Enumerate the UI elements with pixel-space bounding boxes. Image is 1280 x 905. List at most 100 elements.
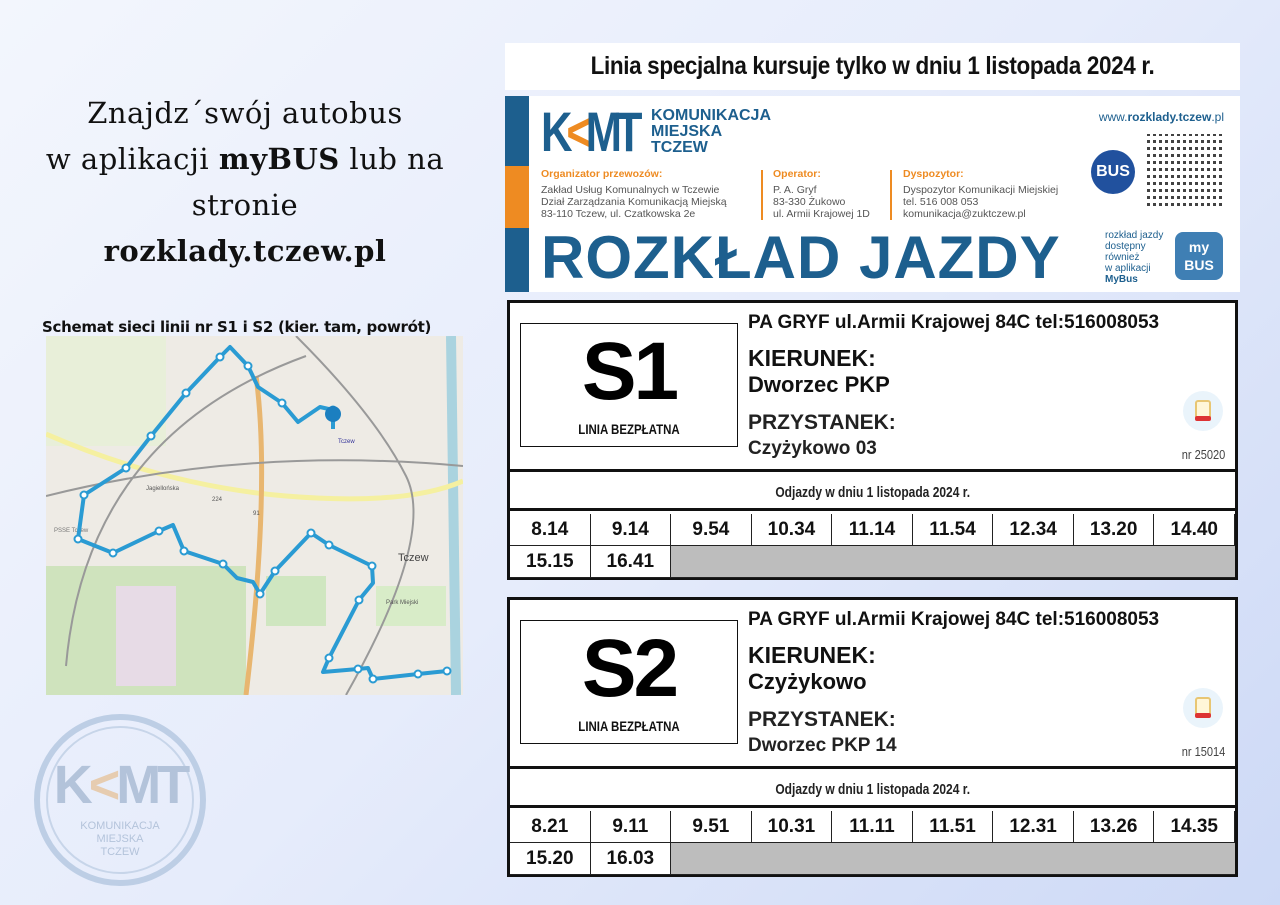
intro-line: Znajdz´swój autobus	[87, 96, 403, 130]
empty-cells	[671, 843, 1235, 875]
departure-time: 11.54	[912, 514, 994, 546]
timetable-card-s1: S1 LINIA BEZPŁATNA PA GRYF ul.Armii Krajo…	[507, 300, 1238, 580]
line-number-box: S1 LINIA BEZPŁATNA	[520, 323, 738, 447]
route-stop	[181, 388, 191, 398]
location-pin-icon	[325, 406, 341, 422]
departure-time: 8.14	[510, 514, 591, 546]
departure-time: 14.35	[1154, 811, 1235, 843]
notice-text: Linia specjalna kursuje tylko w dniu 1 l…	[590, 52, 1155, 80]
qr-code[interactable]	[1147, 134, 1224, 210]
url-part: www.	[1098, 110, 1128, 124]
timetable-banner: K<MT KOMUNIKACJA MIEJSKA TCZEW Organizator…	[505, 96, 1240, 292]
map-field	[46, 336, 166, 446]
route-map: Tczew Tczew Park Miejski Jagiellońska 22…	[46, 336, 463, 695]
map-label-park: Park Miejski	[386, 600, 418, 606]
route-stop	[73, 534, 83, 544]
info-line: Zakład Usług Komunalnych w Tczewie	[541, 184, 720, 196]
kmt-watermark-logo: K<MT KOMUNIKACJA MIEJSKA TCZEW	[34, 714, 206, 886]
map-park	[266, 576, 326, 626]
departure-time: 15.15	[510, 546, 591, 578]
departure-time: 14.40	[1154, 514, 1235, 546]
departure-time: 16.03	[590, 843, 672, 875]
intro-text-part: w aplikacji	[45, 142, 219, 176]
map-river	[446, 336, 461, 695]
bus-icon	[1183, 391, 1223, 431]
operator-info: PA GRYF ul.Armii Krajowej 84C tel:516008…	[748, 312, 1160, 333]
route-stop	[306, 528, 316, 538]
map-road-jagiellonska	[46, 431, 463, 502]
departure-time: 15.20	[510, 843, 591, 875]
note-line: w aplikacji	[1105, 263, 1151, 274]
operator-info: Operator: P. A. Gryf 83-330 Żukowo ul. Armi…	[773, 168, 870, 220]
operator-info: PA GRYF ul.Armii Krajowej 84C tel:516008…	[748, 609, 1160, 630]
map-label-station: Tczew	[338, 439, 355, 445]
info-line: P. A. Gryf	[773, 184, 817, 196]
website-link[interactable]: rozklady.tczew.pl	[10, 228, 480, 274]
bus-badge-icon: BUS	[1091, 150, 1135, 194]
website-text: rozklady.tczew.pl	[103, 234, 387, 268]
departure-time: 10.31	[751, 811, 833, 843]
direction-value: Czyżykowo	[748, 669, 867, 694]
route-stop	[324, 540, 334, 550]
bus-icon	[1183, 688, 1223, 728]
departure-time: 12.31	[993, 811, 1074, 843]
departures-title: Odjazdy w dniu 1 listopada 2024 r.	[510, 475, 1235, 511]
route-stop	[218, 559, 228, 569]
banner-orange-accent	[505, 166, 529, 228]
special-line-notice: Linia specjalna kursuje tylko w dniu 1 l…	[505, 43, 1240, 90]
banner-url-link[interactable]: www.rozklady.tczew.pl	[1099, 110, 1224, 124]
route-stop	[215, 352, 225, 362]
organizer-title: Organizator przewozów:	[541, 168, 663, 180]
departure-time: 11.51	[912, 811, 994, 843]
watermark-brand: K<MT	[53, 755, 191, 815]
divider	[890, 170, 892, 220]
info-line: 83-110 Tczew, ul. Czatkowska 2e	[541, 208, 696, 220]
route-stop	[121, 463, 131, 473]
route-stop	[243, 361, 253, 371]
note-line: MyBus	[1105, 274, 1138, 285]
banner-title: ROZKŁAD JAZDY	[541, 224, 1061, 291]
departure-time: 9.11	[590, 811, 672, 843]
timetable-card-s2: S2 LINIA BEZPŁATNA PA GRYF ul.Armii Krajo…	[507, 597, 1238, 877]
url-part: rozklady.tczew	[1127, 110, 1212, 124]
card-header: S1 LINIA BEZPŁATNA PA GRYF ul.Armii Krajo…	[510, 303, 1235, 472]
map-label-road-number: 224	[212, 497, 223, 503]
route-stop	[154, 526, 164, 536]
map-road-91	[243, 375, 265, 695]
route-stop	[270, 566, 280, 576]
watermark-line: KOMUNIKACJA	[80, 820, 160, 832]
departures-grid: 8.14 9.14 9.54 10.34 11.14 11.54 12.34 13.20 14.…	[510, 514, 1235, 578]
bus-route	[73, 345, 452, 684]
departure-time: 13.26	[1073, 811, 1155, 843]
watermark-line: MIEJSKA	[96, 833, 144, 845]
map-label-road: Jagiellońska	[146, 486, 180, 492]
note-line: dostępny	[1105, 241, 1146, 252]
mybus-app-icon[interactable]: my BUS	[1175, 232, 1223, 280]
kmt-logo: K<MT	[541, 100, 642, 163]
info-line: 83-330 Żukowo	[773, 196, 846, 208]
app-note: rozkład jazdy dostępny również w aplikacji M…	[1105, 230, 1163, 285]
dispatcher-info: Dyspozytor: Dyspozytor Komunikacji Miejsk…	[903, 168, 1058, 220]
map-label-city: Tczew	[398, 552, 429, 564]
departures-title: Odjazdy w dniu 1 listopada 2024 r.	[510, 772, 1235, 808]
departure-time: 16.41	[590, 546, 672, 578]
note-line: również	[1105, 252, 1140, 263]
banner-side-bar	[505, 96, 529, 292]
map-title: Schemat sieci linii nr S1 i S2 (kier. ta…	[42, 318, 432, 336]
departure-time: 11.14	[832, 514, 913, 546]
route-stop	[108, 548, 118, 558]
departure-time: 13.20	[1073, 514, 1155, 546]
stop-value: Dworzec PKP 14	[748, 735, 897, 756]
info-line: komunikacja@zuktczew.pl	[903, 208, 1026, 220]
app-icon-text: BUS	[1184, 257, 1214, 273]
route-stop	[368, 674, 378, 684]
line-number: S2	[581, 623, 679, 714]
app-icon-text: my	[1188, 239, 1210, 255]
route-stop	[367, 561, 377, 571]
departure-time: 10.34	[751, 514, 833, 546]
route-stop	[179, 546, 189, 556]
dispatcher-title: Dyspozytor:	[903, 168, 964, 180]
route-stop	[277, 398, 287, 408]
watermark-text: KOMUNIKACJA MIEJSKA TCZEW	[40, 820, 200, 859]
url-part: .pl	[1211, 110, 1224, 124]
